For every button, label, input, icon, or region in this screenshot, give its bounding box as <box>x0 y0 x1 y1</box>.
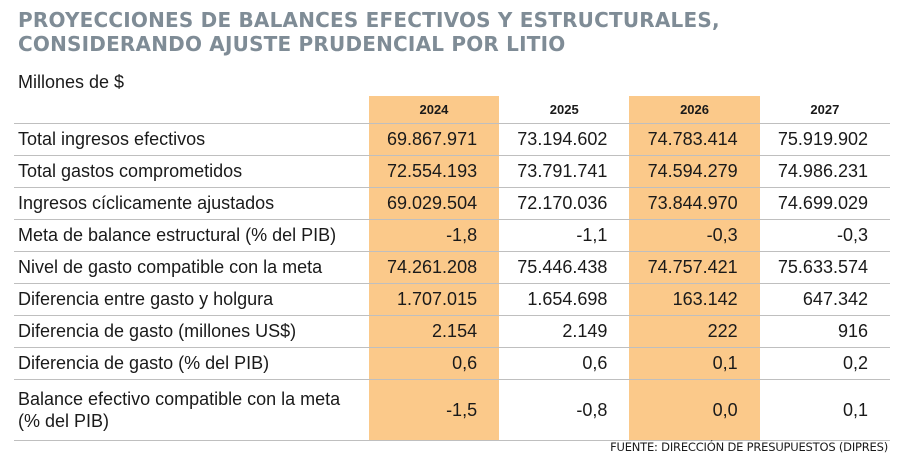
row-label: Nivel de gasto compatible con la meta <box>14 251 369 284</box>
cell-value: 75.446.438 <box>499 251 630 284</box>
table-row: Nivel de gasto compatible con la meta 74… <box>14 251 890 284</box>
page-title: PROYECCIONES DE BALANCES EFECTIVOS Y EST… <box>18 8 720 56</box>
header-row: 2024 2025 2026 2027 <box>14 96 890 124</box>
row-label: Total gastos comprometidos <box>14 155 369 188</box>
year-header-2024: 2024 <box>368 96 500 124</box>
cell-value: 74.757.421 <box>629 251 760 284</box>
cell-value: 0,2 <box>759 347 890 380</box>
cell-value: 0,1 <box>629 347 760 380</box>
table-row: Diferencia de gasto (% del PIB) 0,6 0,6 … <box>14 347 890 380</box>
row-label: Diferencia de gasto (% del PIB) <box>14 347 369 380</box>
row-label: Total ingresos efectivos <box>14 123 369 156</box>
cell-value: -1,1 <box>499 219 630 252</box>
cell-value: -0,8 <box>499 379 630 441</box>
projections-table: 2024 2025 2026 2027 Total ingresos efect… <box>14 96 890 441</box>
cell-value: 75.633.574 <box>759 251 890 284</box>
cell-value: 0,1 <box>759 379 890 441</box>
table-row: Balance efectivo compatible con la meta … <box>14 379 890 441</box>
units-label: Millones de $ <box>18 72 125 92</box>
table-row: Ingresos cíclicamente ajustados 69.029.5… <box>14 187 890 220</box>
table-row: Total gastos comprometidos 72.554.193 73… <box>14 155 890 188</box>
cell-value: 74.594.279 <box>629 155 760 188</box>
cell-value: 73.791.741 <box>499 155 630 188</box>
title-line-2: CONSIDERANDO AJUSTE PRUDENCIAL POR LITIO <box>18 32 566 56</box>
cell-value: 1.654.698 <box>499 283 630 316</box>
cell-value: 0,6 <box>368 347 500 380</box>
cell-value: -1,5 <box>368 379 500 441</box>
cell-value: 75.919.902 <box>759 123 890 156</box>
cell-value: 2.149 <box>499 315 630 348</box>
cell-value: 73.844.970 <box>629 187 760 220</box>
row-label: Ingresos cíclicamente ajustados <box>14 187 369 220</box>
row-label: Meta de balance estructural (% del PIB) <box>14 219 369 252</box>
table-row: Diferencia de gasto (millones US$) 2.154… <box>14 315 890 348</box>
header-label-cell <box>14 96 369 124</box>
cell-value: 73.194.602 <box>499 123 630 156</box>
table-row: Diferencia entre gasto y holgura 1.707.0… <box>14 283 890 316</box>
cell-value: 0,0 <box>629 379 760 441</box>
cell-value: -1,8 <box>368 219 500 252</box>
cell-value: 1.707.015 <box>368 283 500 316</box>
row-label: Diferencia de gasto (millones US$) <box>14 315 369 348</box>
source-note: FUENTE: DIRECCIÓN DE PRESUPUESTOS (DIPRE… <box>610 440 888 454</box>
cell-value: 74.261.208 <box>368 251 500 284</box>
cell-value: 74.783.414 <box>629 123 760 156</box>
table-row: Total ingresos efectivos 69.867.971 73.1… <box>14 123 890 156</box>
cell-value: 72.170.036 <box>499 187 630 220</box>
cell-value: -0,3 <box>759 219 890 252</box>
row-label: Balance efectivo compatible con la meta … <box>14 379 369 441</box>
row-label: Diferencia entre gasto y holgura <box>14 283 369 316</box>
cell-value: 647.342 <box>759 283 890 316</box>
cell-value: 2.154 <box>368 315 500 348</box>
year-header-2026: 2026 <box>629 96 760 124</box>
year-header-2027: 2027 <box>759 96 890 124</box>
cell-value: 0,6 <box>499 347 630 380</box>
cell-value: 72.554.193 <box>368 155 500 188</box>
year-header-2025: 2025 <box>499 96 630 124</box>
table-row: Meta de balance estructural (% del PIB) … <box>14 219 890 252</box>
cell-value: 74.986.231 <box>759 155 890 188</box>
cell-value: 222 <box>629 315 760 348</box>
cell-value: 916 <box>759 315 890 348</box>
cell-value: 74.699.029 <box>759 187 890 220</box>
title-line-1: PROYECCIONES DE BALANCES EFECTIVOS Y EST… <box>18 8 720 32</box>
cell-value: -0,3 <box>629 219 760 252</box>
cell-value: 163.142 <box>629 283 760 316</box>
cell-value: 69.867.971 <box>368 123 500 156</box>
cell-value: 69.029.504 <box>368 187 500 220</box>
